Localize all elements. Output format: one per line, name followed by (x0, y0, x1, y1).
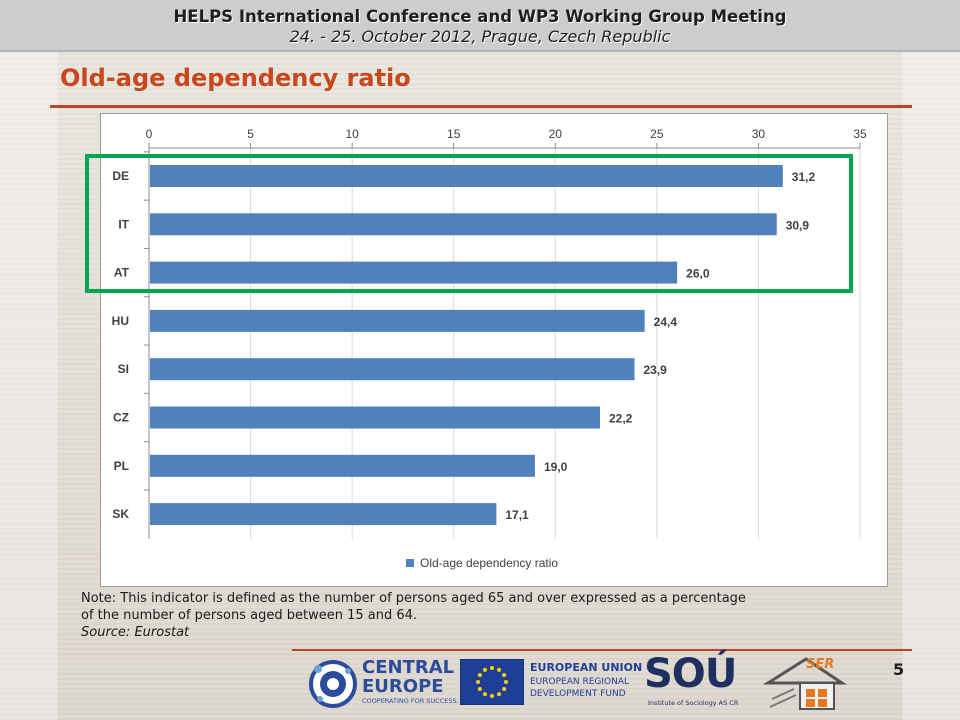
data-label: 30,9 (786, 218, 810, 232)
x-tick-label: 25 (650, 127, 664, 141)
central-europe-line2: EUROPE (362, 676, 444, 697)
note-source: Source: Eurostat (81, 625, 190, 640)
category-label: CZ (113, 411, 129, 425)
eu-star (483, 692, 487, 697)
bar (150, 358, 635, 381)
central-europe-logo: CENTRAL EUROPE COOPERATING FOR SUCCESS. (308, 655, 459, 711)
page-number: 5 (893, 660, 905, 679)
category-label: DE (112, 169, 129, 183)
eu-flag-icon (460, 659, 524, 705)
footer-divider (292, 649, 912, 651)
x-tick-label: 0 (146, 127, 153, 141)
ser-logo: SER (762, 655, 848, 711)
x-tick-label: 35 (853, 127, 867, 141)
eu-star (477, 687, 482, 691)
chart-panel: 0 5 10 15 20 25 30 35 DE 31,2 IT 30,9 AT 26,0 HU 24,4 SI… (100, 113, 888, 587)
category-label: HU (112, 314, 129, 328)
bar (150, 454, 535, 477)
note-line-1: Note: This indicator is defined as the n… (81, 591, 746, 606)
eu-star (476, 680, 480, 684)
eu-star (497, 667, 501, 672)
title-divider (50, 105, 912, 108)
eu-star (490, 694, 494, 698)
bar (150, 213, 777, 236)
eu-star (502, 673, 507, 677)
sou-logo: SOÚ Institute of Sociology AS CR (640, 651, 748, 711)
legend-label: Old-age dependency ratio (420, 556, 558, 570)
bar (150, 261, 678, 284)
data-label: 31,2 (792, 170, 816, 184)
eu-line1: EUROPEAN UNION (530, 661, 643, 674)
data-label: 26,0 (686, 267, 710, 281)
data-label: 17,1 (505, 508, 529, 522)
x-tick-label: 20 (549, 127, 563, 141)
eu-erdf-logo: EUROPEAN UNION EUROPEAN REGIONAL DEVELOP… (460, 655, 642, 711)
ser-name: SER (806, 657, 835, 672)
x-tick-label: 15 (447, 127, 461, 141)
category-label: SK (112, 507, 129, 521)
central-europe-tagline: COOPERATING FOR SUCCESS. (362, 697, 459, 705)
central-europe-emblem-icon (309, 660, 357, 708)
category-label: SI (118, 362, 129, 376)
eu-star (477, 673, 482, 677)
slide-title: Old-age dependency ratio (60, 64, 411, 92)
data-label: 19,0 (544, 460, 568, 474)
data-label: 24,4 (654, 315, 678, 329)
bar (150, 309, 645, 332)
eu-star (504, 680, 508, 684)
eu-line2: EUROPEAN REGIONAL (530, 677, 630, 687)
note-line-2: of the number of persons aged between 15… (81, 608, 418, 623)
central-europe-line1: CENTRAL (362, 657, 455, 678)
conference-header: HELPS International Conference and WP3 W… (0, 0, 960, 52)
eu-star (502, 687, 507, 691)
bar-chart: 0 5 10 15 20 25 30 35 DE 31,2 IT 30,9 AT 26,0 HU 24,4 SI… (112, 127, 867, 570)
bar (150, 406, 600, 429)
category-label: AT (114, 266, 130, 280)
eu-star (497, 692, 501, 697)
data-label: 23,9 (644, 363, 668, 377)
bar (150, 165, 783, 187)
eu-line3: DEVELOPMENT FUND (530, 689, 626, 699)
chart-note: Note: This indicator is defined as the n… (81, 590, 921, 641)
data-label: 22,2 (609, 412, 633, 426)
eu-star (483, 667, 487, 672)
conference-date-place: 24. - 25. October 2012, Prague, Czech Re… (289, 27, 671, 46)
eu-star (490, 666, 494, 670)
sou-name: SOÚ (644, 651, 737, 697)
category-label: IT (118, 217, 129, 231)
x-tick-label: 5 (247, 127, 254, 141)
house-icon (762, 657, 847, 710)
x-tick-label: 10 (345, 127, 359, 141)
bar (150, 503, 497, 526)
legend-swatch (406, 559, 414, 567)
x-tick-label: 30 (752, 127, 766, 141)
conference-title: HELPS International Conference and WP3 W… (173, 7, 787, 26)
category-label: PL (114, 459, 129, 473)
sou-caption: Institute of Sociology AS CR (648, 699, 739, 707)
